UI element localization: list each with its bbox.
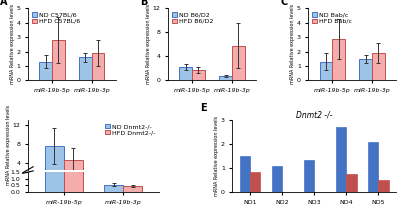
Bar bbox=[123, 179, 142, 181]
Title: Dnmt2 -/-: Dnmt2 -/- bbox=[296, 110, 332, 119]
Bar bbox=[378, 180, 388, 192]
Y-axis label: mRNA Relative expression levels: mRNA Relative expression levels bbox=[6, 105, 11, 185]
Legend: ND Dnmt2-/-, HFD Dnmt2-/-: ND Dnmt2-/-, HFD Dnmt2-/- bbox=[104, 123, 156, 136]
Bar bbox=[45, 93, 64, 192]
Legend: ND Bab/c, HFD Bab/c: ND Bab/c, HFD Bab/c bbox=[312, 12, 353, 24]
Bar bbox=[272, 166, 282, 192]
Bar bbox=[45, 146, 64, 181]
Bar bbox=[232, 46, 245, 80]
Bar bbox=[179, 67, 192, 80]
Y-axis label: mRNA Relative expression levels: mRNA Relative expression levels bbox=[146, 4, 151, 84]
Bar bbox=[336, 127, 346, 192]
Y-axis label: mRNA Relative expression levels: mRNA Relative expression levels bbox=[290, 4, 295, 84]
Bar bbox=[64, 160, 83, 181]
Bar bbox=[92, 53, 104, 80]
Bar bbox=[332, 39, 345, 80]
Bar bbox=[372, 53, 385, 80]
Text: B: B bbox=[140, 0, 148, 7]
Bar bbox=[346, 174, 356, 192]
Bar bbox=[104, 185, 123, 192]
Bar bbox=[79, 57, 92, 80]
Bar bbox=[123, 186, 142, 192]
Bar bbox=[52, 40, 65, 80]
Y-axis label: mRNA Relative expression levels: mRNA Relative expression levels bbox=[214, 116, 220, 196]
Bar bbox=[64, 132, 83, 192]
Bar bbox=[240, 156, 250, 192]
Text: A: A bbox=[0, 0, 8, 7]
Bar bbox=[192, 70, 205, 80]
Legend: ND B6/D2, HFD B6/D2: ND B6/D2, HFD B6/D2 bbox=[171, 12, 214, 24]
Bar bbox=[250, 172, 260, 192]
Text: C: C bbox=[280, 0, 288, 7]
Text: E: E bbox=[200, 103, 206, 113]
Legend: ND C57BL/6, HFD C57BL/6: ND C57BL/6, HFD C57BL/6 bbox=[31, 12, 80, 24]
Bar bbox=[304, 160, 314, 192]
Bar bbox=[320, 62, 332, 80]
Bar bbox=[359, 59, 372, 80]
Bar bbox=[368, 142, 378, 192]
Bar bbox=[104, 179, 123, 181]
Bar bbox=[219, 76, 232, 80]
Bar bbox=[39, 62, 52, 80]
Y-axis label: mRNA Relative expression levels: mRNA Relative expression levels bbox=[10, 4, 15, 84]
